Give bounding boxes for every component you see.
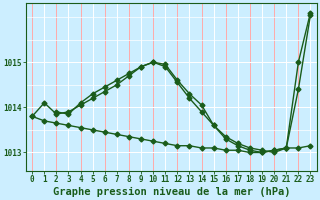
- X-axis label: Graphe pression niveau de la mer (hPa): Graphe pression niveau de la mer (hPa): [52, 186, 290, 197]
